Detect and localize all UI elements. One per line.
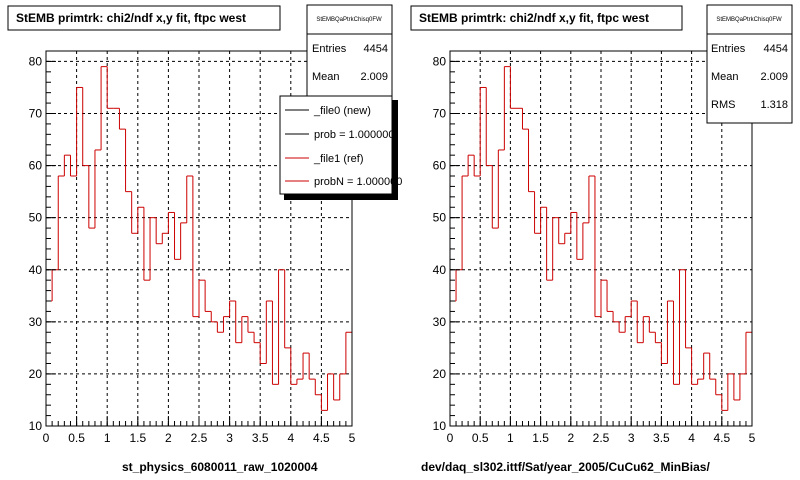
right-x-axis: 0 0.5 1 1.5 2 2.5 3 3.5 4 4.5 5: [447, 416, 756, 445]
right-histogram: [449, 66, 753, 426]
x-tick-label: 2: [567, 431, 574, 445]
y-tick-label: 20: [433, 367, 447, 381]
y-tick-label: 60: [29, 159, 43, 173]
x-tick-label: 1: [104, 431, 111, 445]
legend-label-prob: prob = 1.000000: [314, 129, 394, 141]
legend-label-ref: _file1 (ref): [313, 153, 364, 165]
x-tick-label: 0.5: [68, 431, 85, 445]
x-tick-label: 1.5: [129, 431, 146, 445]
right-title: StEMB primtrk: chi2/ndf x,y fit, ftpc we…: [419, 11, 649, 25]
x-tick-label: 2: [165, 431, 172, 445]
right-stats-mean-value: 2.009: [760, 71, 788, 83]
left-stats-entries-label: Entries: [312, 43, 347, 55]
x-tick-label: 3.5: [653, 431, 670, 445]
y-tick-label: 80: [433, 54, 447, 68]
left-stats-name: StEMBQaPtrkChisq0FW: [316, 17, 382, 23]
y-tick-label: 30: [433, 315, 447, 329]
y-tick-label: 70: [29, 107, 43, 121]
y-tick-label: 80: [29, 54, 43, 68]
x-tick-label: 1.5: [532, 431, 549, 445]
x-tick-label: 4: [688, 431, 695, 445]
x-tick-label: 4.5: [313, 431, 330, 445]
right-y-axis: 10 20 30 40 50 60 70 80: [433, 50, 460, 433]
right-x-axis-label: dev/daq_sl302.ittf/Sat/year_2005/CuCu62_…: [421, 460, 710, 474]
y-tick-label: 40: [433, 263, 447, 277]
right-pad: StEMB primtrk: chi2/ndf x,y fit, ftpc we…: [410, 4, 793, 474]
right-stats-mean-label: Mean: [711, 71, 739, 83]
left-stats-mean-label: Mean: [312, 71, 340, 83]
x-tick-label: 0: [43, 431, 50, 445]
y-tick-label: 30: [29, 315, 43, 329]
x-tick-label: 4.5: [713, 431, 730, 445]
x-tick-label: 0: [447, 431, 454, 445]
left-legend: _file0 (new) prob = 1.000000 _file1 (ref…: [279, 95, 402, 200]
left-pad: StEMB primtrk: chi2/ndf x,y fit, ftpc we…: [7, 4, 402, 474]
left-stats-box: StEMBQaPtrkChisq0FW Entries 4454 Mean 2.…: [306, 4, 393, 98]
left-title: StEMB primtrk: chi2/ndf x,y fit, ftpc we…: [16, 11, 246, 25]
x-tick-label: 1: [507, 431, 514, 445]
x-tick-label: 5: [749, 431, 756, 445]
y-tick-label: 50: [433, 211, 447, 225]
legend-label-probn: probN = 1.000000: [314, 176, 402, 188]
x-tick-label: 5: [349, 431, 356, 445]
y-tick-label: 60: [433, 159, 447, 173]
left-x-axis-label: st_physics_6080011_raw_1020004: [122, 460, 318, 474]
left-x-axis: 0 0.5 1 1.5 2 2.5 3 3.5 4 4.5 5: [43, 416, 356, 445]
right-stats-entries-label: Entries: [711, 43, 746, 55]
left-y-axis: 10 20 30 40 50 60 70 80: [29, 50, 56, 433]
right-stats-entries-value: 4454: [764, 43, 788, 55]
x-tick-label: 2.5: [593, 431, 610, 445]
x-tick-label: 4: [287, 431, 294, 445]
left-stats-entries-value: 4454: [364, 43, 388, 55]
x-tick-label: 3: [226, 431, 233, 445]
right-stats-rms-label: RMS: [711, 99, 735, 111]
x-tick-label: 3: [628, 431, 635, 445]
x-tick-label: 0.5: [472, 431, 489, 445]
legend-label-new: _file0 (new): [313, 105, 371, 117]
right-stats-box: StEMBQaPtrkChisq0FW Entries 4454 Mean 2.…: [706, 4, 793, 124]
right-stats-name: StEMBQaPtrkChisq0FW: [716, 17, 782, 23]
right-stats-rms-value: 1.318: [760, 99, 788, 111]
right-title-box: [410, 5, 683, 31]
y-tick-label: 70: [433, 107, 447, 121]
left-title-box: [7, 5, 281, 31]
y-tick-label: 10: [29, 419, 43, 433]
y-tick-label: 20: [29, 367, 43, 381]
x-tick-label: 2.5: [191, 431, 208, 445]
y-tick-label: 50: [29, 211, 43, 225]
y-tick-label: 10: [433, 419, 447, 433]
y-tick-label: 40: [29, 263, 43, 277]
left-stats-mean-value: 2.009: [360, 71, 388, 83]
x-tick-label: 3.5: [252, 431, 269, 445]
